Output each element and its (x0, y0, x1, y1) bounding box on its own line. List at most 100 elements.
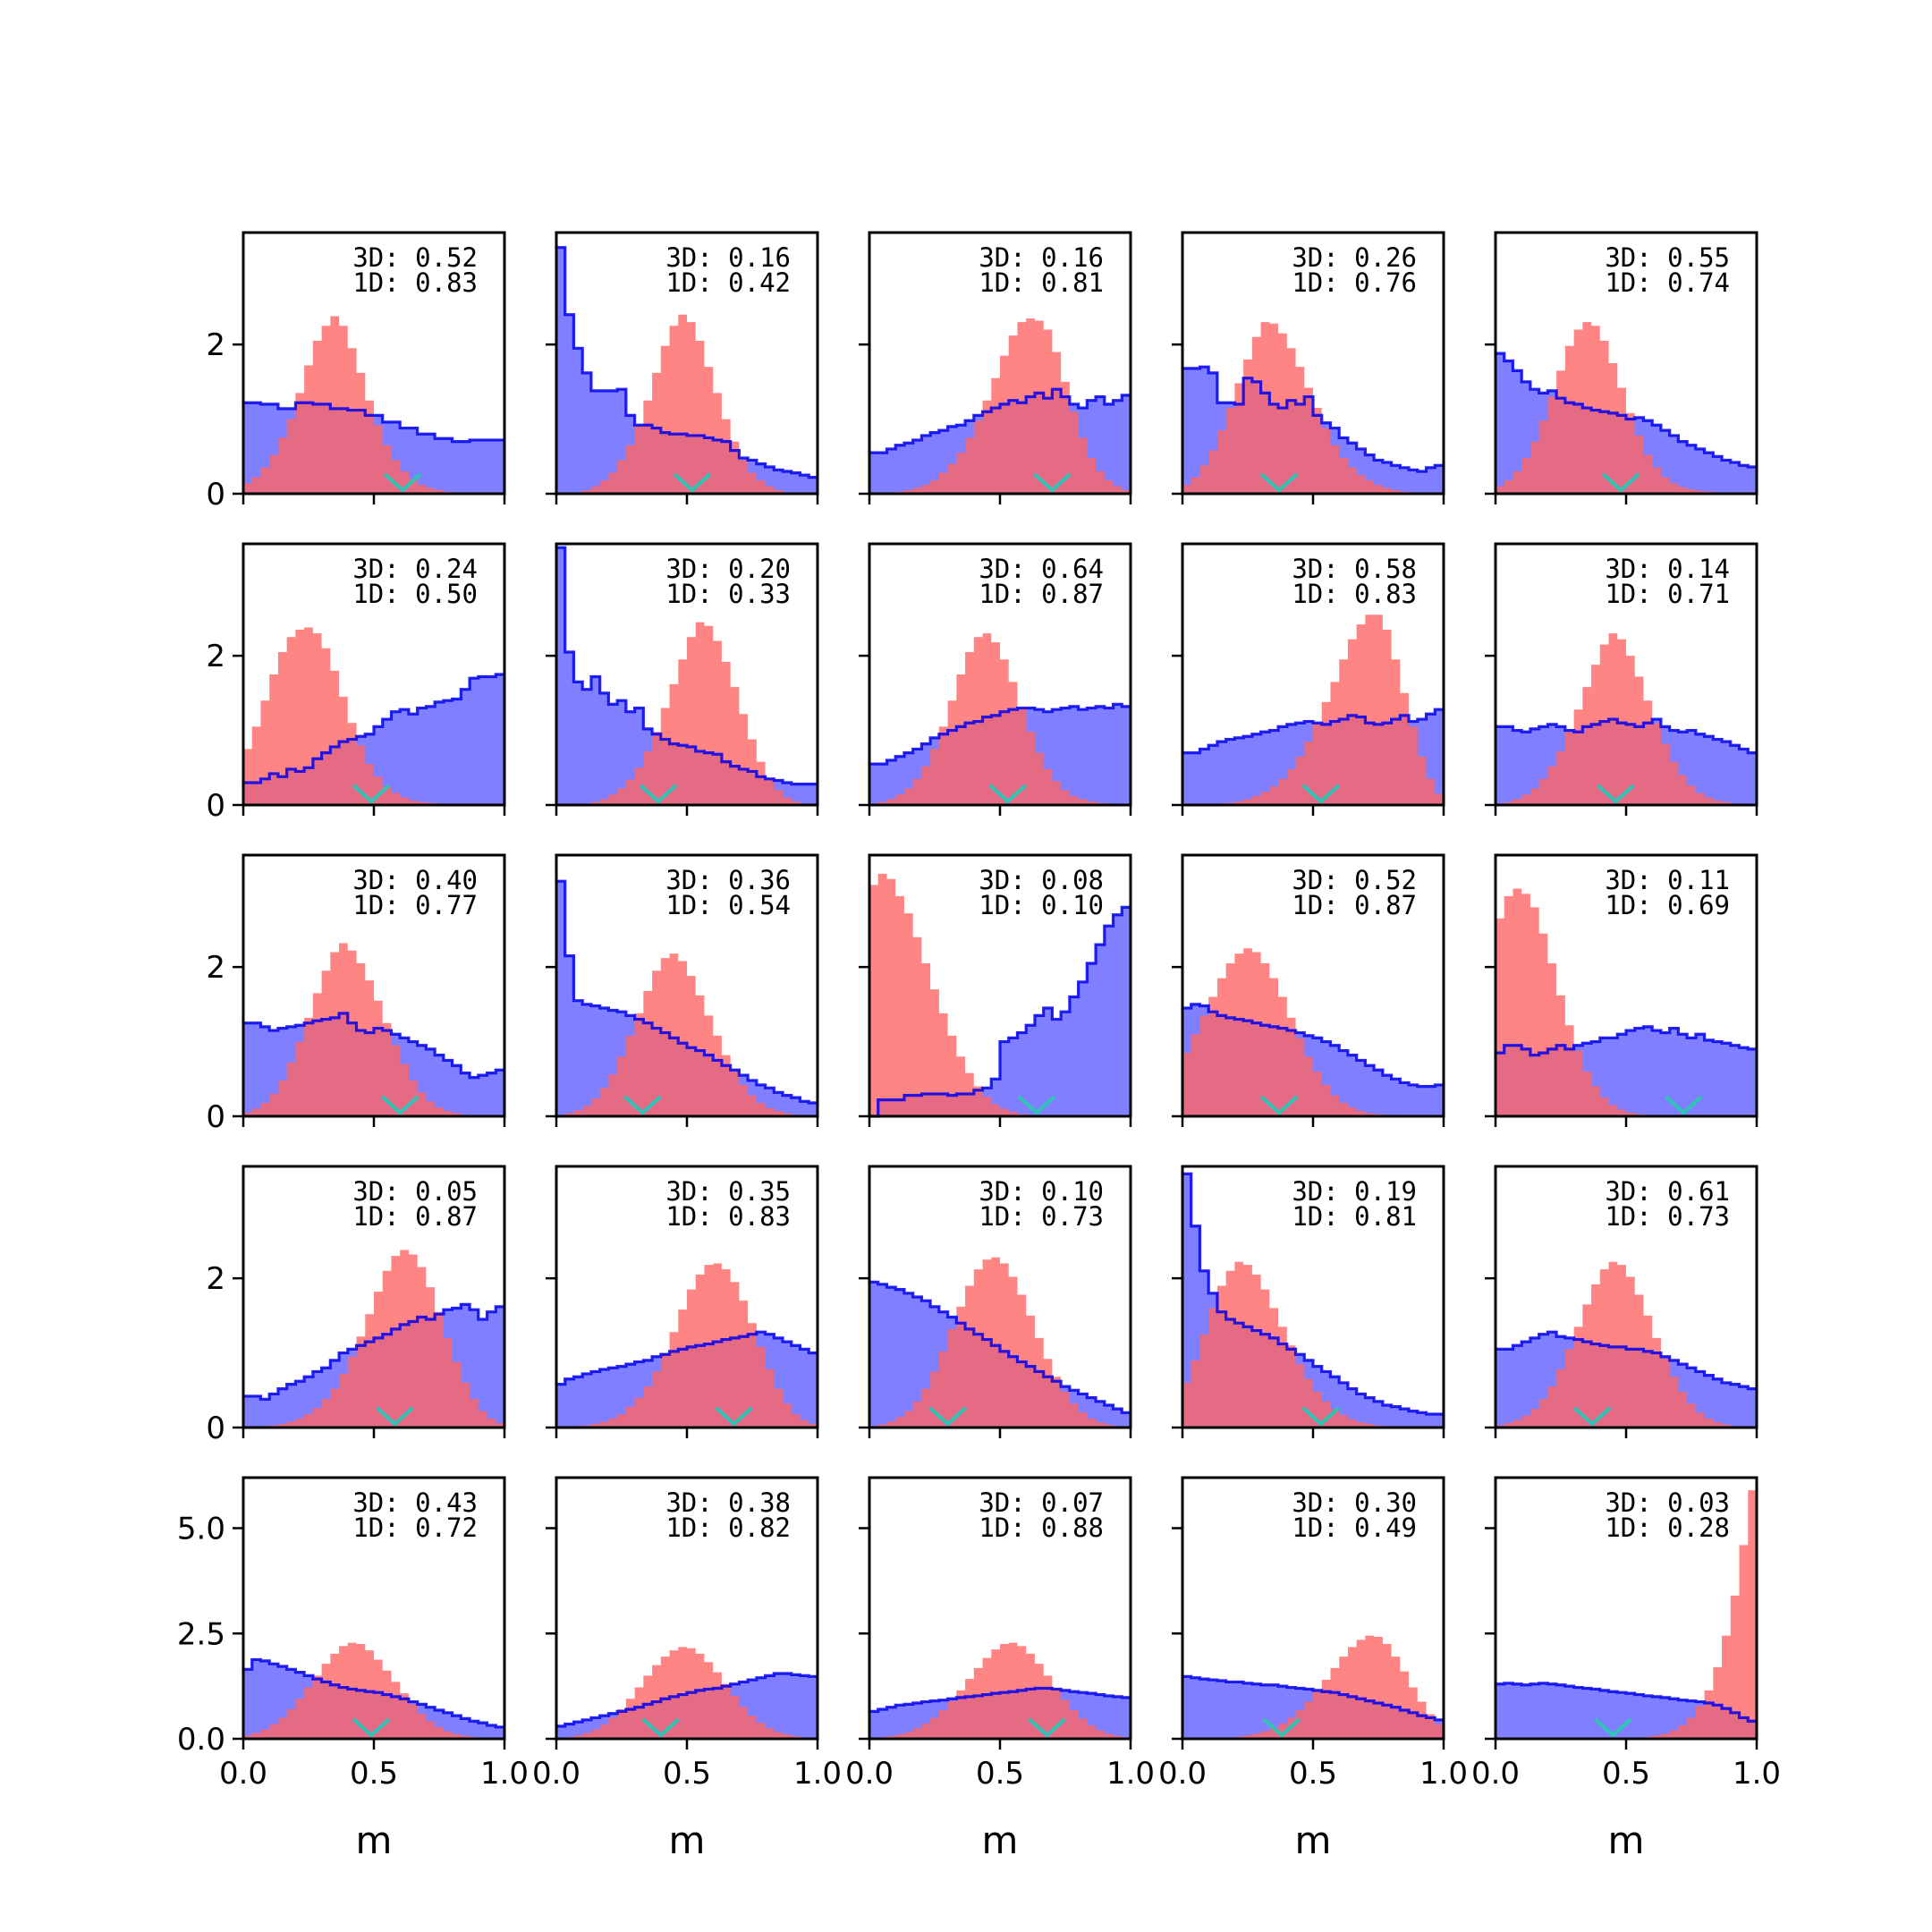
hist-3d-edge (1182, 1172, 1444, 1416)
hist-3d-edge (1182, 708, 1444, 755)
x-tick-label: 0.5 (663, 1756, 711, 1792)
y-tick-label: 0 (206, 477, 225, 513)
x-axis-label: m (1295, 1818, 1332, 1862)
annotation-3d: 3D: 0.14 (1605, 554, 1730, 584)
x-tick-label: 0.5 (1602, 1756, 1650, 1792)
x-tick-label: 0.0 (1158, 1756, 1207, 1792)
hist-3d-edge (242, 673, 504, 784)
marker-chevron (383, 472, 422, 493)
hist-3d-edge (1496, 1330, 1757, 1391)
x-axis-label: m (356, 1818, 393, 1862)
annotation-3d: 3D: 0.03 (1605, 1487, 1730, 1518)
hist-1d-fill (1182, 1261, 1444, 1428)
marker-chevron (641, 1717, 681, 1738)
annotation-3d: 3D: 0.11 (1605, 865, 1730, 895)
annotation-1d: 1D: 0.77 (352, 890, 478, 920)
hist-1d-fill (556, 314, 818, 494)
marker-chevron (623, 1095, 662, 1115)
y-tick-label: 0 (206, 1411, 225, 1446)
y-tick-label: 2 (206, 950, 225, 986)
annotation-3d: 3D: 0.10 (979, 1176, 1104, 1207)
hist-1d-fill (869, 633, 1131, 805)
hist-3d-edge (242, 401, 504, 444)
y-tick-label: 2 (206, 327, 225, 363)
hist-3d-edge (556, 1330, 818, 1386)
annotation-3d: 3D: 0.05 (352, 1176, 478, 1207)
marker-chevron (1033, 472, 1072, 493)
hist-3d-edge (1182, 1674, 1444, 1722)
hist-3d-edge (1496, 1682, 1757, 1723)
annotation-3d: 3D: 0.38 (665, 1487, 791, 1518)
marker-chevron (1259, 472, 1299, 493)
annotation-3d: 3D: 0.20 (665, 554, 791, 584)
annotation-1d: 1D: 0.73 (1605, 1201, 1730, 1232)
x-axis-label: m (982, 1818, 1019, 1862)
annotation-1d: 1D: 0.88 (979, 1513, 1104, 1543)
hist-3d-edge (556, 879, 818, 1105)
hist-1d-fill (1496, 1261, 1757, 1428)
x-tick-label: 0.5 (1289, 1756, 1337, 1792)
annotation-3d: 3D: 0.58 (1292, 554, 1417, 584)
annotation-1d: 1D: 0.81 (979, 267, 1104, 298)
annotation-3d: 3D: 0.43 (352, 1487, 478, 1518)
annotation-3d: 3D: 0.36 (665, 865, 791, 895)
hist-3d-fill (869, 907, 1131, 1116)
marker-chevron (1028, 1717, 1066, 1738)
hist-3d-edge (1496, 717, 1757, 755)
marker-chevron (1301, 1406, 1341, 1427)
hist-3d-edge (1496, 1025, 1757, 1057)
y-tick-label: 5.0 (177, 1512, 225, 1547)
y-tick-label: 2 (206, 1261, 225, 1297)
annotation-1d: 1D: 0.72 (352, 1513, 478, 1543)
marker-chevron (673, 472, 712, 493)
annotation-1d: 1D: 0.74 (1605, 267, 1730, 298)
marker-chevron (639, 784, 678, 804)
marker-chevron (1664, 1095, 1703, 1115)
hist-1d-fill (556, 1263, 818, 1428)
annotation-1d: 1D: 0.28 (1605, 1513, 1730, 1543)
hist-3d-fill (556, 247, 818, 494)
annotation-1d: 1D: 0.42 (665, 267, 791, 298)
marker-chevron (1259, 1095, 1299, 1115)
hist-1d-fill (1496, 322, 1757, 494)
x-tick-label: 1.0 (480, 1756, 529, 1792)
marker-chevron (376, 1406, 414, 1427)
hist-3d-edge (1494, 352, 1757, 469)
hist-1d-fill (556, 953, 818, 1116)
annotation-1d: 1D: 0.10 (979, 890, 1104, 920)
y-tick-label: 0 (206, 788, 225, 824)
hist-3d-edge (1182, 365, 1444, 473)
annotation-3d: 3D: 0.24 (352, 554, 478, 584)
annotation-1d: 1D: 0.76 (1292, 267, 1417, 298)
annotation-3d: 3D: 0.52 (1292, 865, 1417, 895)
annotation-1d: 1D: 0.82 (665, 1513, 791, 1543)
hist-1d-fill (869, 873, 1131, 1116)
x-tick-label: 0.5 (350, 1756, 398, 1792)
x-tick-label: 0.0 (532, 1756, 580, 1792)
hist-3d-edge (556, 1672, 818, 1728)
marker-chevron (1572, 1406, 1612, 1427)
annotation-3d: 3D: 0.40 (352, 865, 478, 895)
annotation-1d: 1D: 0.69 (1605, 890, 1730, 920)
x-axis-label: m (669, 1818, 706, 1862)
marker-chevron (1594, 1717, 1632, 1738)
y-tick-label: 2.5 (177, 1616, 225, 1652)
annotation-3d: 3D: 0.30 (1292, 1487, 1417, 1518)
